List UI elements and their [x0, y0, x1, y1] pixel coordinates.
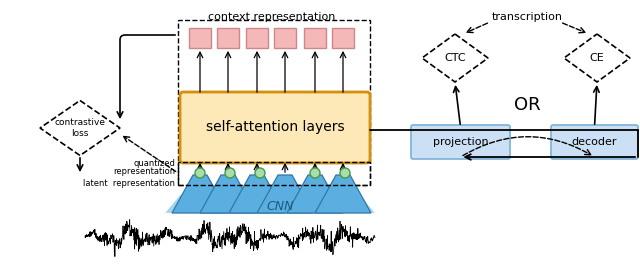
Text: quantized: quantized: [133, 158, 175, 167]
Text: representation: representation: [113, 167, 175, 176]
Text: context representation: context representation: [208, 12, 336, 22]
Text: OR: OR: [514, 96, 540, 114]
Circle shape: [255, 168, 265, 178]
Bar: [178, 20, 370, 185]
Polygon shape: [315, 175, 371, 213]
Polygon shape: [287, 175, 343, 213]
Polygon shape: [422, 34, 488, 82]
Text: CTC: CTC: [444, 53, 466, 63]
Text: latent  representation: latent representation: [83, 179, 175, 188]
Bar: [246, 28, 268, 48]
Polygon shape: [200, 175, 256, 213]
Circle shape: [225, 168, 235, 178]
Bar: [189, 28, 211, 48]
FancyBboxPatch shape: [411, 125, 510, 159]
Text: contrastive
loss: contrastive loss: [54, 118, 106, 138]
Bar: [178, 162, 370, 185]
Polygon shape: [564, 34, 630, 82]
Text: CNN: CNN: [266, 201, 294, 214]
FancyBboxPatch shape: [180, 92, 370, 163]
Text: self-attention layers: self-attention layers: [205, 121, 344, 135]
Polygon shape: [257, 175, 313, 213]
Circle shape: [310, 168, 320, 178]
Bar: [304, 28, 326, 48]
Circle shape: [340, 168, 350, 178]
Bar: [332, 28, 354, 48]
FancyBboxPatch shape: [551, 125, 638, 159]
Polygon shape: [229, 175, 285, 213]
Text: decoder: decoder: [572, 137, 617, 147]
Bar: [274, 28, 296, 48]
Text: projection: projection: [433, 137, 488, 147]
Text: transcription: transcription: [492, 12, 563, 22]
Text: CE: CE: [589, 53, 604, 63]
Polygon shape: [165, 195, 375, 213]
Polygon shape: [40, 100, 120, 156]
Polygon shape: [172, 175, 228, 213]
Bar: [217, 28, 239, 48]
Circle shape: [195, 168, 205, 178]
